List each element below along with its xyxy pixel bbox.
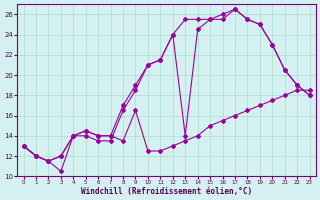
X-axis label: Windchill (Refroidissement éolien,°C): Windchill (Refroidissement éolien,°C) <box>81 187 252 196</box>
